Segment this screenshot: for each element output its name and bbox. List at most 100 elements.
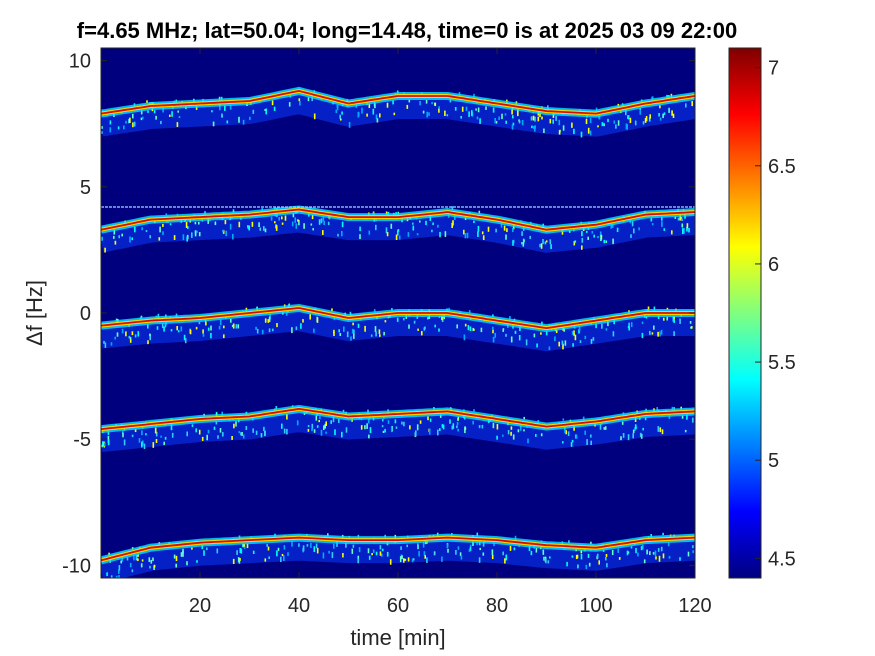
trace-speckle (644, 417, 647, 421)
trace-speckle (364, 325, 366, 332)
trace-speckle (549, 239, 552, 245)
trace-speckle (117, 126, 120, 130)
trace-speckle (692, 417, 694, 423)
trace-speckle (571, 331, 574, 335)
trace-speckle (454, 107, 457, 111)
trace-speckle (303, 223, 305, 229)
trace-speckle (646, 549, 648, 555)
trace-speckle (236, 550, 238, 555)
trace-speckle (140, 563, 143, 568)
trace-speckle (482, 552, 485, 556)
trace-speckle (451, 425, 454, 430)
trace-spread (101, 405, 695, 453)
trace-speckle (381, 548, 384, 552)
trace-speckle (367, 418, 370, 424)
trace-speckle (353, 329, 355, 334)
trace-speckle (626, 124, 628, 130)
trace-speckle (476, 116, 479, 120)
trace-speckle (368, 555, 371, 560)
trace-speckle (218, 325, 221, 330)
trace-speckle (517, 110, 519, 117)
trace-speckle (613, 320, 615, 325)
trace-speckle (552, 119, 554, 124)
spectral-traces (101, 86, 695, 578)
trace-speckle (480, 327, 483, 333)
trace-speckle (123, 439, 126, 446)
trace-speckle (456, 421, 459, 426)
trace-speckle (660, 546, 663, 552)
trace-speckle (602, 549, 605, 552)
trace-speckle (215, 411, 218, 415)
trace-speckle (229, 223, 232, 230)
trace-speckle (338, 329, 340, 333)
trace-speckle (571, 555, 574, 558)
trace-speckle (504, 558, 506, 564)
trace-3 (101, 404, 695, 453)
trace-speckle (343, 326, 345, 332)
trace-speckle (534, 116, 536, 122)
trace-speckle (431, 101, 433, 105)
trace-speckle (240, 548, 243, 554)
trace-speckle (268, 328, 271, 333)
plot-area (100, 47, 696, 579)
trace-speckle (381, 425, 384, 428)
trace-speckle (581, 245, 583, 250)
trace-speckle (651, 96, 653, 100)
trace-speckle (316, 425, 319, 428)
trace-speckle (219, 319, 222, 326)
trace-speckle (129, 338, 132, 343)
trace-speckle (148, 557, 151, 562)
y-axis-label: Δf [Hz] (22, 280, 47, 346)
trace-speckle (456, 324, 458, 329)
trace-speckle (642, 544, 644, 550)
trace-speckle (178, 116, 181, 119)
trace-speckle (682, 228, 684, 235)
trace-speckle (580, 554, 583, 560)
trace-speckle (223, 325, 225, 329)
trace-speckle (240, 432, 242, 436)
colorbar-tick-label: 4.5 (768, 548, 796, 570)
trace-speckle (370, 334, 373, 337)
trace-speckle (662, 553, 665, 559)
trace-speckle (128, 118, 130, 124)
trace-speckle (213, 426, 216, 430)
trace-speckle (288, 102, 291, 107)
trace-speckle (447, 548, 449, 553)
trace-speckle (539, 243, 541, 248)
trace-speckle (149, 235, 151, 239)
trace-speckle (207, 218, 209, 224)
trace-speckle (644, 118, 647, 123)
x-tick-label: 40 (288, 595, 310, 617)
trace-speckle (163, 326, 165, 332)
trace-speckle (504, 113, 507, 116)
trace-speckle (141, 441, 143, 448)
trace-speckle (231, 324, 234, 328)
trace-speckle (132, 113, 134, 119)
trace-speckle (359, 226, 361, 232)
x-tick-label: 60 (387, 595, 409, 617)
trace-speckle (318, 420, 320, 423)
trace-speckle (596, 553, 599, 559)
trace-speckle (502, 328, 505, 331)
trace-speckle (657, 548, 660, 552)
trace-speckle (229, 104, 232, 110)
trace-speckle (312, 228, 314, 231)
trace-speckle (297, 219, 299, 222)
trace-speckle (648, 117, 651, 122)
trace-speckle (406, 104, 409, 109)
trace-speckle (679, 318, 681, 324)
trace-speckle (281, 553, 284, 557)
trace-speckle (603, 427, 606, 430)
trace-speckle (280, 556, 282, 563)
trace-speckle (452, 423, 455, 429)
trace-speckle (256, 328, 259, 334)
trace-speckle (451, 206, 454, 210)
trace-speckle (194, 230, 197, 237)
trace-speckle (286, 428, 288, 435)
trace-speckle (156, 326, 159, 330)
trace-speckle (422, 110, 425, 114)
trace-speckle (479, 547, 481, 551)
trace-speckle (630, 322, 633, 328)
trace-speckle (281, 222, 284, 225)
trace-speckle (545, 240, 548, 243)
